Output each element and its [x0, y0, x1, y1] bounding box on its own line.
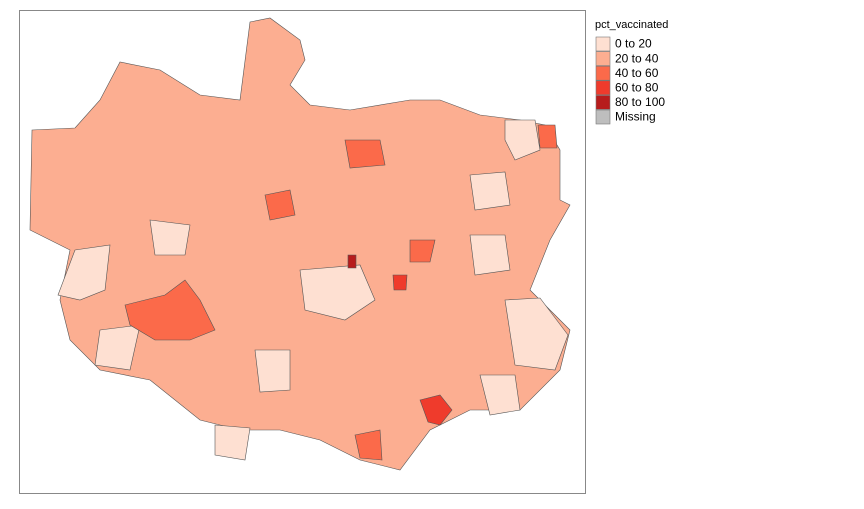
legend-label: Missing: [615, 110, 656, 124]
region: [344, 139, 386, 169]
region: [347, 254, 357, 269]
legend-label: 0 to 20: [615, 37, 652, 51]
region: [469, 171, 511, 211]
legend-swatch: [595, 109, 611, 125]
region: [504, 297, 569, 371]
region: [29, 17, 571, 471]
region: [354, 429, 383, 461]
legend-swatch: [595, 51, 611, 66]
region: [479, 374, 521, 416]
region: [94, 324, 141, 371]
legend-swatch: [595, 80, 611, 96]
legend-swatch: [595, 65, 611, 81]
legend-swatch: [595, 95, 611, 110]
region: [57, 244, 111, 301]
region: [469, 234, 511, 276]
legend-label: 20 to 40: [615, 51, 659, 65]
region: [264, 189, 296, 221]
legend-title: pct_vaccinated: [595, 19, 668, 31]
region: [124, 279, 216, 341]
legend-label: 60 to 80: [615, 80, 659, 94]
region: [419, 394, 453, 426]
map-regions: [29, 17, 571, 471]
legend-swatch: [595, 36, 611, 52]
region: [254, 349, 291, 393]
legend-label: 80 to 100: [615, 95, 665, 109]
region: [214, 424, 251, 461]
region: [409, 239, 436, 263]
region: [149, 219, 191, 256]
region: [537, 124, 558, 149]
legend-label: 40 to 60: [615, 66, 659, 80]
region: [504, 119, 541, 161]
region: [392, 274, 408, 291]
